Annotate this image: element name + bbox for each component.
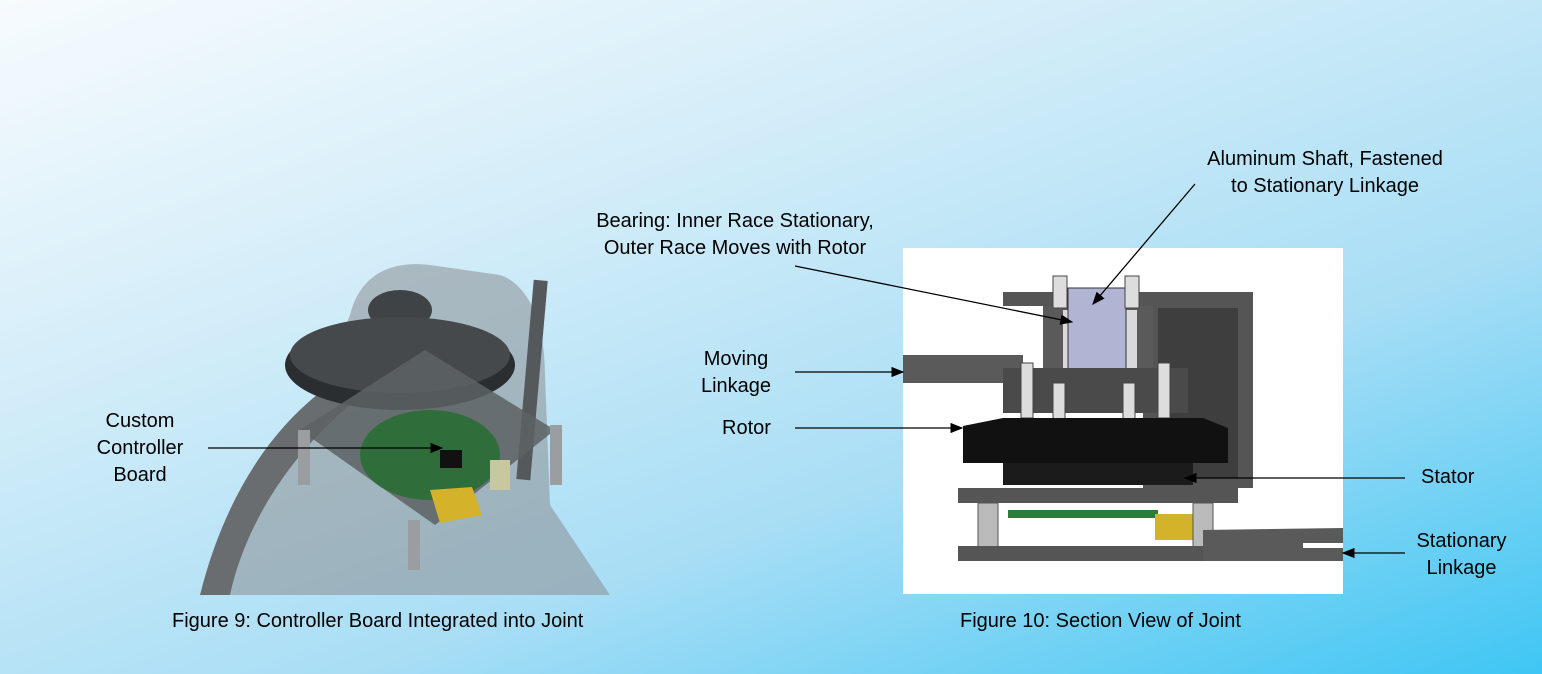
label-aluminum-shaft: Aluminum Shaft, Fastened to Stationary L… [1207,148,1443,197]
label-stationary-linkage: Stationary Linkage [1416,530,1507,579]
arrow-aluminum-shaft [1092,183,1196,305]
arrow-bearing [794,265,1074,325]
label-moving-linkage: Moving Linkage [700,348,772,397]
label-bearing: Bearing: Inner Race Stationary, Outer Ra… [596,210,874,259]
figure-9-caption: Figure 9: Controller Board Integrated in… [172,610,584,632]
label-rotor: Rotor [722,417,771,439]
label-stator: Stator [1421,466,1475,488]
figure-9-render [200,264,610,595]
figure-10-caption: Figure 10: Section View of Joint [960,610,1241,632]
label-custom-controller-board: Custom Controller Board [96,410,184,486]
